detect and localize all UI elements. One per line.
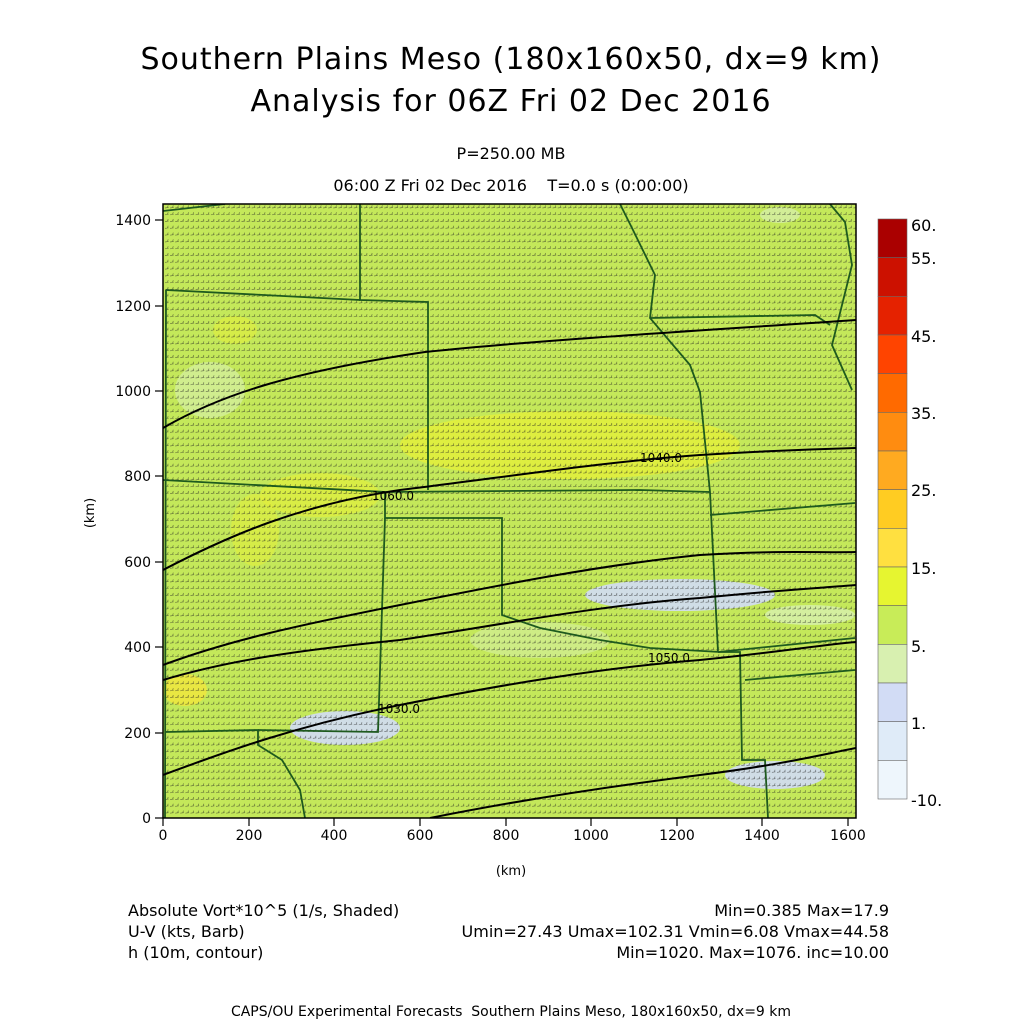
y-tick-label: 600 xyxy=(124,555,151,571)
valid-time: 06:00 Z Fri 02 Dec 2016 T=0.0 s (0:00:00… xyxy=(333,176,689,195)
colorbar-label: 5. xyxy=(911,637,926,656)
x-tick-label: 800 xyxy=(493,828,520,844)
y-axis-label: (km) xyxy=(83,498,98,528)
y-tick-label: 800 xyxy=(124,469,151,485)
footer-credit: CAPS/OU Experimental Forecasts Southern … xyxy=(230,1004,792,1020)
colorbar-swatch xyxy=(877,334,908,374)
colorbar-swatch xyxy=(877,489,908,529)
colorbar-swatch xyxy=(877,257,908,297)
map-title-line1: Southern Plains Meso (180x160x50, dx=9 k… xyxy=(140,42,882,77)
y-tick-label: 400 xyxy=(124,640,151,656)
x-axis-label: (km) xyxy=(496,864,526,879)
x-tick-label: 1200 xyxy=(659,828,695,844)
x-tick-label: 400 xyxy=(321,828,348,844)
colorbar-swatch xyxy=(877,296,908,336)
y-tick-label: 1200 xyxy=(115,299,151,315)
legend-contour-field: h (10m, contour) xyxy=(128,943,264,962)
contour-labels: 1060.0 1040.0 1050.0 1030.0 xyxy=(372,451,690,716)
x-tick-label: 1600 xyxy=(830,828,866,844)
colorbar-label: 35. xyxy=(911,404,936,423)
y-tick-label: 200 xyxy=(124,726,151,742)
state-boundaries xyxy=(163,204,856,818)
color-bar xyxy=(877,218,908,800)
contour-label: 1030.0 xyxy=(378,702,420,716)
map-title-line2: Analysis for 06Z Fri 02 Dec 2016 xyxy=(250,84,772,119)
colorbar-swatch xyxy=(877,373,908,413)
x-tick-label: 1400 xyxy=(744,828,780,844)
legend-shaded-range: Min=0.385 Max=17.9 xyxy=(714,901,889,920)
y-tick-label: 1000 xyxy=(115,384,151,400)
colorbar-swatch xyxy=(877,218,908,258)
color-bar-labels: 60. 55. 45. 35. 25. 15. 5. 1. -10. xyxy=(911,216,942,810)
x-tick-label: 0 xyxy=(159,828,168,844)
colorbar-swatch xyxy=(877,528,908,568)
colorbar-swatch xyxy=(877,721,908,761)
colorbar-swatch xyxy=(877,644,908,684)
x-axis: 0 200 400 600 800 1000 1200 1400 1600 (k… xyxy=(159,818,866,879)
colorbar-label: 55. xyxy=(911,249,936,268)
colorbar-label: 60. xyxy=(911,216,936,235)
y-tick-label: 1400 xyxy=(115,213,151,229)
y-tick-label: 0 xyxy=(142,811,151,827)
colorbar-label: 1. xyxy=(911,714,926,733)
legend-barb-range: Umin=27.43 Umax=102.31 Vmin=6.08 Vmax=44… xyxy=(461,922,889,941)
pressure-level: P=250.00 MB xyxy=(456,144,566,163)
colorbar-label: -10. xyxy=(911,791,942,810)
legend-contour-range: Min=1020. Max=1076. inc=10.00 xyxy=(616,943,889,962)
colorbar-swatch xyxy=(877,412,908,452)
contour-label: 1050.0 xyxy=(648,651,690,665)
x-tick-label: 200 xyxy=(236,828,263,844)
contour-label: 1060.0 xyxy=(372,489,414,503)
contour-label: 1040.0 xyxy=(640,451,682,465)
colorbar-label: 15. xyxy=(911,559,936,578)
x-tick-label: 1000 xyxy=(573,828,609,844)
colorbar-swatch xyxy=(877,682,908,722)
legend-shaded-field: Absolute Vort*10^5 (1/s, Shaded) xyxy=(128,901,400,920)
legend-barb-field: U-V (kts, Barb) xyxy=(128,922,245,941)
colorbar-swatch xyxy=(877,566,908,606)
height-contours xyxy=(163,319,856,818)
colorbar-swatch xyxy=(877,760,908,800)
colorbar-label: 45. xyxy=(911,327,936,346)
colorbar-swatch xyxy=(877,605,908,645)
colorbar-swatch xyxy=(877,450,908,490)
colorbar-label: 25. xyxy=(911,481,936,500)
x-tick-label: 600 xyxy=(407,828,434,844)
y-axis: 0 200 400 600 800 1000 1200 1400 (km) xyxy=(83,213,163,827)
plot-frame xyxy=(162,203,857,819)
